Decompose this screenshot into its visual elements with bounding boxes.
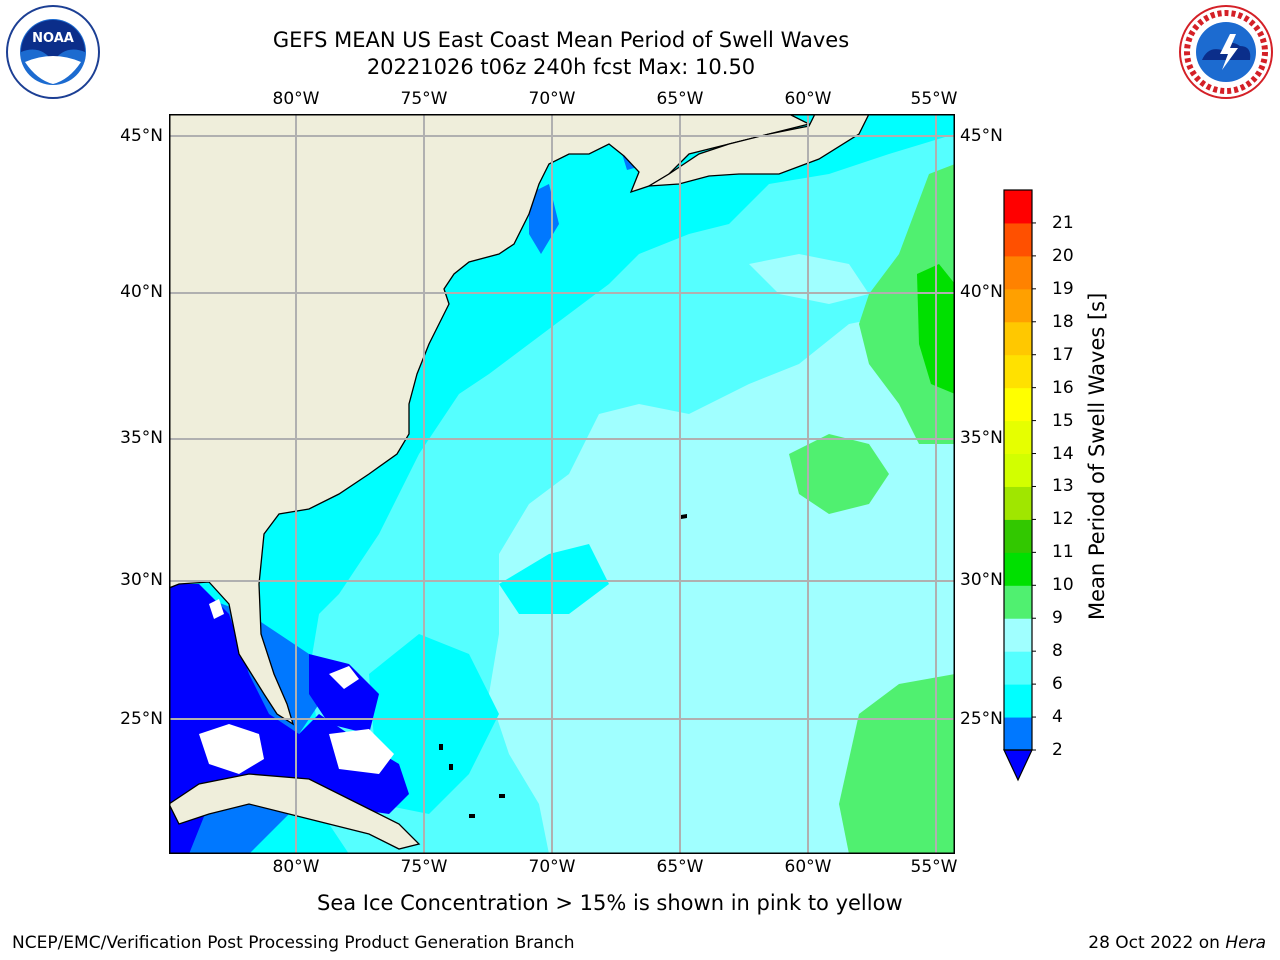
nodata-a [199,724,264,774]
lon-label-top: 75°W [400,89,448,109]
land-north-america [168,113,811,726]
colorbar-tick-label: 9 [1052,608,1063,629]
colorbar [1000,186,1036,786]
lon-label-bottom: 65°W [656,857,704,877]
lat-label-right: 25°N [960,709,1003,729]
colorbar-segment [1004,190,1032,224]
colorbar-tick-label: 20 [1052,245,1074,266]
colorbar-ticks: 2 4 6 8 9 10 11 12 13 14 15 16 17 18 19 20 21 [1040,178,1100,778]
lat-label-right: 40°N [960,282,1003,302]
colorbar-tick-label: 10 [1052,575,1074,596]
colorbar-segment [1004,288,1032,323]
sea-ice-note: Sea Ice Concentration > 15% is shown in … [317,891,903,915]
lon-label-top: 70°W [528,89,576,109]
lat-label-right: 45°N [960,126,1003,146]
band-4-6b [499,544,609,614]
colorbar-label: Mean Period of Swell Waves [s] [1085,292,1109,620]
lat-label-left: 45°N [120,126,163,146]
colorbar-segment [1004,255,1032,290]
colorbar-segment [1004,387,1032,422]
lat-label-left: 40°N [120,282,163,302]
lon-label-top: 80°W [272,89,320,109]
lat-label-left: 25°N [120,709,163,729]
colorbar-segment [1004,684,1032,718]
nodata-d [209,599,224,619]
title-line-2: 20221026 t06z 240h fcst Max: 10.50 [366,55,756,79]
colorbar-tick-label: 2 [1052,740,1063,760]
colorbar-tick-label: 11 [1052,542,1074,563]
band-9-10-b [789,434,889,514]
footer-machine: Hera [1225,933,1266,953]
lat-label-right: 35°N [960,428,1003,448]
land-bermuda [681,514,687,519]
colorbar-tick-label: 12 [1052,509,1074,530]
colorbar-tick-label: 18 [1052,311,1074,332]
colorbar-tick-label: 17 [1052,344,1074,365]
colorbar-segment [1004,222,1032,257]
nws-logo [1178,4,1274,100]
colorbar-svg [1003,189,1036,782]
footer-date: 28 Oct 2022 on [1088,933,1226,953]
lon-label-bottom: 70°W [528,857,576,877]
colorbar-segment [1004,519,1032,553]
colorbar-segment [1004,453,1032,487]
colorbar-tick-label: 21 [1052,212,1074,233]
colorbar-tick-label: 19 [1052,278,1074,299]
title-line-1: GEFS MEAN US East Coast Mean Period of S… [272,28,850,52]
colorbar-segment [1004,717,1032,751]
band-below-2b [309,654,379,734]
colorbar-segment [1004,486,1032,520]
colorbar-extend-arrow [1003,749,1033,782]
colorbar-outline [1003,189,1033,751]
lon-label-bottom: 60°W [784,857,832,877]
map-svg [168,113,955,854]
band-4-6c [369,634,499,814]
lon-label-top: 65°W [656,89,704,109]
colorbar-segment [1004,618,1032,652]
colorbar-segment [1004,585,1032,619]
lon-label-top: 60°W [784,89,832,109]
lon-label-bottom: 55°W [910,857,958,877]
lat-label-left: 35°N [120,428,163,448]
colorbar-tick-label: 16 [1052,377,1074,398]
colorbar-segment [1004,420,1032,455]
colorbar-segment [1004,354,1032,389]
map-panel [168,113,955,854]
lat-label-left: 30°N [120,570,163,590]
svg-text:NOAA: NOAA [32,31,74,46]
footer-left: NCEP/EMC/Verification Post Processing Pr… [12,933,575,953]
lat-label-right: 30°N [960,570,1003,590]
colorbar-segment [1004,552,1032,586]
footer-right: 28 Oct 2022 on Hera [1088,933,1266,953]
colorbar-tick-label: 4 [1052,707,1063,728]
colorbar-tick-label: 14 [1052,443,1074,464]
lon-label-bottom: 75°W [400,857,448,877]
colorbar-tick-label: 8 [1052,641,1063,662]
nodata-c [329,666,359,689]
nodata-b [329,729,394,774]
colorbar-segment [1004,651,1032,685]
land-cuba [168,773,421,850]
colorbar-tick-label: 6 [1052,674,1063,695]
colorbar-tick-label: 13 [1052,476,1074,497]
lon-label-top: 55°W [910,89,958,109]
colorbar-tick-label: 15 [1052,410,1074,431]
grid-overlay [169,114,955,854]
colorbar-segment [1004,321,1032,356]
lon-label-bottom: 80°W [272,857,320,877]
noaa-logo: NOAA [5,4,101,100]
